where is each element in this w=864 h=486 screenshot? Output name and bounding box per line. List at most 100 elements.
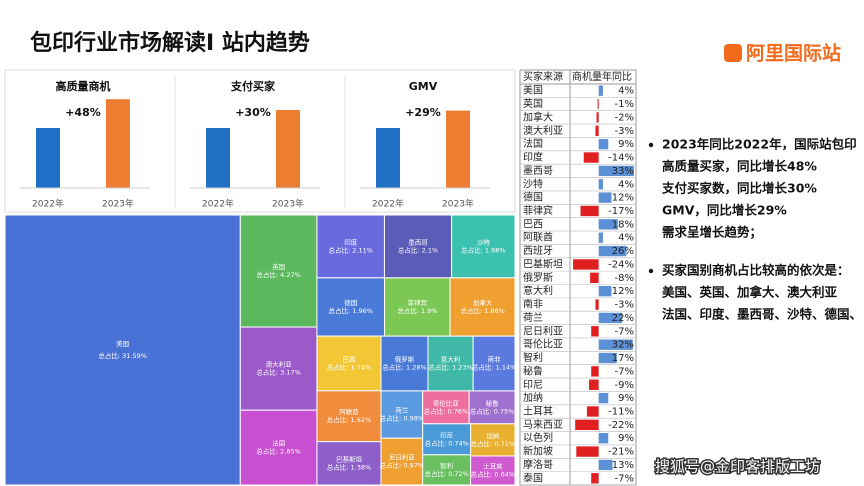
- cell-value: 总占比: 1.98%: [461, 245, 505, 254]
- cell-value: 总占比: 1.23%: [428, 363, 472, 372]
- annotation: +29%: [405, 106, 441, 119]
- cell-name: 荷兰: [395, 406, 409, 415]
- value-label: 33%: [612, 166, 634, 177]
- row-name: 意大利: [523, 284, 553, 297]
- bar: [276, 110, 300, 188]
- cell-value: 总占比: 2.11%: [328, 245, 372, 254]
- data-bar: [598, 433, 609, 444]
- bar: [206, 128, 230, 188]
- data-bar: [598, 85, 603, 96]
- row-name: 新加坡: [523, 445, 553, 458]
- treemap-cell: [468, 390, 516, 425]
- data-bar: [598, 339, 633, 350]
- data-bar: [598, 459, 613, 471]
- value-label: 13%: [612, 460, 634, 471]
- x-tick-label: 2022年: [32, 198, 64, 210]
- row-name: 以色列: [523, 431, 553, 444]
- data-bar: [573, 259, 599, 270]
- data-bar: [598, 179, 603, 190]
- row-name: 摩洛哥: [523, 458, 553, 471]
- slide-title: 包印行业市场解读I 站内趋势: [30, 30, 310, 56]
- treemap-cell: [383, 214, 453, 279]
- cell-value: 总占比: 3.17%: [256, 368, 300, 377]
- cell-name: 巴西: [342, 355, 356, 363]
- data-bar: [598, 232, 603, 243]
- cell-name: 印度: [344, 237, 358, 246]
- row-name: 加拿大: [523, 110, 553, 123]
- data-bar: [580, 205, 599, 217]
- data-bar: [586, 406, 599, 417]
- cell-value: 总占比: 1.14%: [472, 363, 516, 372]
- column-header: 商机量年同比: [572, 70, 632, 83]
- data-bar: [598, 245, 627, 257]
- row-name: 加纳: [523, 391, 543, 404]
- bar-chart-title: GMV: [409, 80, 438, 93]
- watermark: 搜狐号@金印客排版工坊: [655, 458, 820, 476]
- cell-name: 巴基斯坦: [336, 454, 363, 463]
- cell-name: 德国: [344, 298, 357, 307]
- data-bar: [576, 446, 599, 457]
- value-label: 12%: [612, 286, 634, 297]
- row-name: 印尼: [523, 379, 543, 391]
- row-name: 巴基斯坦: [523, 257, 563, 270]
- treemap-cell: [380, 390, 424, 439]
- note-line: 支付买家数，同比增长30%: [661, 181, 817, 196]
- cell-value: 总占比: 2.1%: [398, 245, 438, 254]
- row-name: 荷兰: [523, 311, 543, 324]
- treemap-cell: [316, 214, 385, 279]
- value-label: 9%: [618, 393, 634, 404]
- bullet: [648, 142, 654, 148]
- bar: [376, 128, 400, 188]
- data-bar: [589, 379, 599, 390]
- cell-value: 总占比: 4.27%: [256, 270, 300, 279]
- value-label: 32%: [612, 340, 634, 351]
- cell-value: 总占比: 0.98%: [380, 414, 424, 423]
- row-name: 德国: [523, 191, 543, 204]
- value-label: -21%: [608, 447, 634, 458]
- value-label: -2%: [615, 112, 634, 123]
- x-tick-label: 2022年: [372, 198, 404, 210]
- annotation: +30%: [235, 106, 271, 119]
- row-name: 俄罗斯: [523, 271, 553, 284]
- note-line: 2023年同比2022年，国际站包印: [662, 137, 857, 152]
- row-name: 巴西: [523, 218, 543, 230]
- cell-name: 尼日利亚: [389, 453, 416, 462]
- value-label: 17%: [612, 353, 634, 364]
- x-tick-label: 2022年: [202, 198, 234, 210]
- cell-name: 秘鲁: [486, 398, 499, 407]
- value-label: -17%: [608, 206, 634, 217]
- row-name: 美国: [523, 84, 543, 97]
- note-line: GMV，同比增长29%: [662, 203, 787, 218]
- data-bar: [598, 286, 612, 297]
- value-label: 4%: [618, 233, 634, 244]
- value-label: 18%: [612, 219, 634, 230]
- cell-name: 墨西哥: [408, 238, 428, 246]
- x-tick-label: 2023年: [102, 198, 134, 210]
- value-label: 26%: [612, 246, 634, 257]
- cell-name: 南非: [488, 355, 502, 364]
- value-label: -22%: [608, 420, 634, 431]
- data-bar: [598, 392, 609, 404]
- bar: [36, 128, 60, 188]
- cell-name: 加拿大: [473, 298, 493, 307]
- bullet: [648, 268, 654, 274]
- cell-name: 俄罗斯: [395, 355, 415, 364]
- cell-name: 智利: [440, 461, 453, 470]
- bar: [106, 99, 130, 188]
- note-line: 买家国别商机占比较高的依次是：: [662, 263, 850, 278]
- row-name: 泰国: [523, 471, 543, 484]
- bar-chart-title: 高质量商机: [56, 79, 111, 93]
- treemap-cell: [427, 335, 474, 392]
- value-label: -3%: [615, 300, 634, 311]
- logo-icon: [724, 44, 742, 62]
- row-name: 英国: [523, 97, 543, 110]
- treemap-cell: [4, 214, 241, 486]
- cell-name: 印尼: [440, 431, 453, 439]
- cell-value: 总占比: 0.72%: [424, 469, 468, 478]
- data-bar: [591, 326, 599, 337]
- note-line: 美国、英国、加拿大、澳大利亚: [662, 285, 838, 300]
- treemap-cell: [422, 390, 470, 425]
- data-bar: [597, 98, 599, 110]
- cell-name: 菲律宾: [408, 298, 428, 307]
- value-label: 12%: [612, 193, 634, 204]
